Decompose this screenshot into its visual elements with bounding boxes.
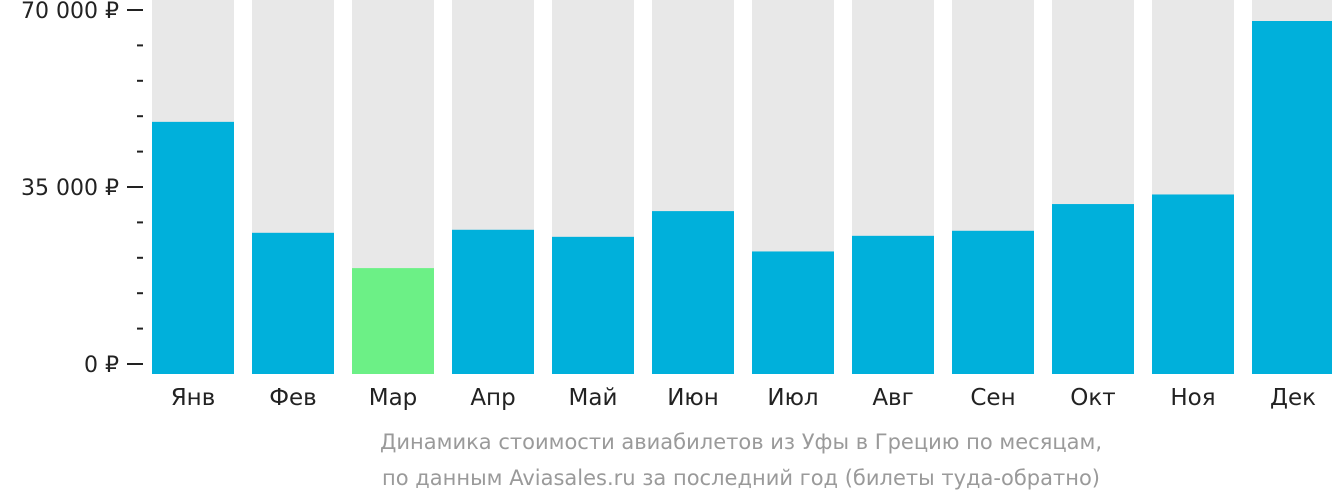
y-tick-label: 70 000 ₽: [21, 0, 119, 24]
x-tick-label: Май: [569, 385, 618, 411]
y-tick-label: 35 000 ₽: [21, 176, 119, 201]
bar: [352, 268, 434, 374]
x-tick-label: Авг: [872, 385, 913, 411]
bar: [452, 229, 534, 374]
x-tick-label: Сен: [970, 385, 1015, 411]
y-tick-label: 0 ₽: [84, 353, 119, 378]
x-tick-label: Фев: [269, 385, 317, 411]
chart-caption-line-1: Динамика стоимости авиабилетов из Уфы в …: [379, 430, 1103, 454]
bar: [1152, 194, 1234, 374]
x-tick-label: Дек: [1270, 385, 1316, 411]
bar: [1252, 21, 1332, 374]
x-tick-label: Окт: [1070, 385, 1115, 411]
x-tick-label: Июл: [767, 385, 818, 411]
bar: [752, 251, 834, 374]
chart-caption-line-2: по данным Aviasales.ru за последний год …: [382, 466, 1100, 490]
bar: [652, 211, 734, 374]
bar: [152, 121, 234, 374]
bar: [252, 232, 334, 374]
bar: [852, 235, 934, 374]
x-tick-label: Ноя: [1170, 385, 1215, 411]
x-tick-label: Янв: [171, 385, 216, 411]
x-tick-label: Мар: [369, 385, 418, 411]
bar: [552, 236, 634, 374]
x-tick-label: Апр: [470, 385, 515, 411]
bar-chart: Янв Фев Мар Апр Май Июн Июл Авг Сен Окт Ноя Дек 0 ₽ 3…: [21, 0, 1332, 411]
bar: [1052, 204, 1134, 374]
x-tick-label: Июн: [667, 385, 719, 411]
bar: [952, 230, 1034, 374]
